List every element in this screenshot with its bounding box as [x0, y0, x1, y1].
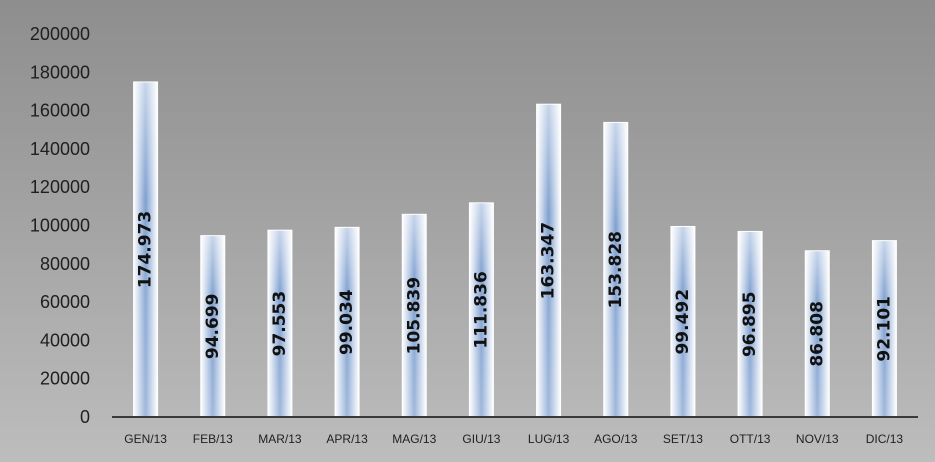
bar-sheen: [267, 230, 292, 417]
bar-sheen: [872, 240, 897, 417]
data-label: 94.699: [203, 294, 223, 360]
x-tick-label: OTT/13: [730, 432, 771, 446]
x-tick-label: LUG/13: [528, 432, 570, 446]
y-tick-label: 20000: [40, 369, 90, 389]
bar-sheen: [469, 202, 494, 417]
y-tick-label: 140000: [30, 139, 90, 159]
bar-sheen: [603, 122, 628, 418]
y-tick-label: 80000: [40, 254, 90, 274]
x-tick-label: AGO/13: [594, 432, 638, 446]
data-label: 174.973: [136, 211, 156, 288]
y-tick-label: 40000: [40, 330, 90, 350]
y-tick-label: 160000: [30, 101, 90, 121]
x-tick-label: APR/13: [326, 432, 368, 446]
x-tick-label: GEN/13: [124, 432, 167, 446]
data-label: 86.808: [807, 301, 827, 367]
bars-group: 174.973 94.699 97.553 99.034 105.839 111.836 1…: [133, 81, 897, 418]
data-label: 163.347: [539, 222, 559, 299]
data-label: 105.839: [404, 277, 424, 354]
y-axis: 0 20000 40000 60000 80000 100000 120000 140000 1…: [30, 24, 90, 427]
x-tick-label: DIC/13: [866, 432, 904, 446]
x-tick-label: FEB/13: [193, 432, 233, 446]
bar-sheen: [133, 81, 158, 418]
data-label: 92.101: [874, 296, 894, 362]
x-tick-label: NOV/13: [796, 432, 839, 446]
bar-sheen: [738, 231, 763, 417]
bar-sheen: [670, 226, 695, 417]
bar-sheen: [335, 227, 360, 417]
y-tick-label: 0: [80, 407, 90, 427]
bar-sheen: [200, 235, 225, 417]
x-tick-label: GIU/13: [462, 432, 500, 446]
bar-sheen: [536, 104, 561, 418]
y-tick-label: 100000: [30, 216, 90, 236]
y-tick-label: 120000: [30, 177, 90, 197]
y-tick-label: 60000: [40, 292, 90, 312]
data-label: 99.492: [673, 289, 693, 355]
x-tick-label: MAG/13: [392, 432, 436, 446]
x-tick-label: MAR/13: [258, 432, 302, 446]
bar-sheen: [805, 250, 830, 417]
data-label: 111.836: [471, 271, 491, 348]
y-tick-label: 200000: [30, 24, 90, 44]
x-axis: GEN/13 FEB/13 MAR/13 APR/13 MAG/13 GIU/13 LUG/…: [112, 416, 918, 446]
x-tick-label: SET/13: [663, 432, 703, 446]
y-tick-label: 180000: [30, 62, 90, 82]
bar-sheen: [402, 214, 427, 417]
data-label: 99.034: [337, 289, 357, 355]
data-label: 153.828: [606, 231, 626, 308]
data-label: 96.895: [740, 291, 760, 357]
data-label: 97.553: [270, 291, 290, 357]
